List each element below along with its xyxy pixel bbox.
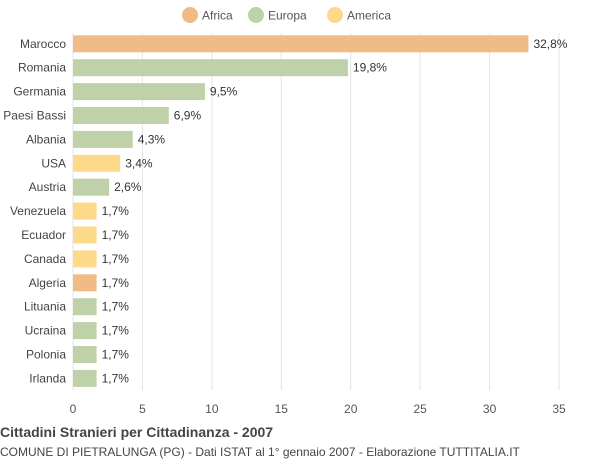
bar-algeria — [73, 274, 97, 292]
chart-title: Cittadini Stranieri per Cittadinanza - 2… — [0, 424, 274, 440]
x-tick-label: 35 — [552, 402, 566, 416]
bar-ecuador — [73, 226, 97, 244]
value-label-marocco: 32,8% — [533, 37, 567, 51]
x-tick-label: 0 — [70, 402, 77, 416]
value-label-germania: 9,5% — [210, 85, 238, 99]
category-label-venezuela: Venezuela — [10, 204, 66, 218]
value-label-usa: 3,4% — [125, 156, 153, 170]
bars — [73, 35, 529, 387]
x-tick-label: 25 — [413, 402, 427, 416]
value-label-lituania: 1,7% — [102, 300, 130, 314]
bar-germania — [73, 83, 205, 101]
value-label-canada: 1,7% — [102, 252, 130, 266]
category-label-ecuador: Ecuador — [21, 228, 66, 242]
value-label-polonia: 1,7% — [102, 348, 130, 362]
x-tick-label: 30 — [483, 402, 497, 416]
category-label-paesi-bassi: Paesi Bassi — [3, 109, 66, 123]
legend-label-africa: Africa — [202, 9, 233, 23]
category-label-canada: Canada — [24, 252, 66, 266]
value-label-ucraina: 1,7% — [102, 324, 130, 338]
x-axis-ticks: 0 5 10 15 20 25 30 35 — [70, 402, 566, 416]
value-label-austria: 2,6% — [114, 180, 142, 194]
value-label-albania: 4,3% — [138, 132, 166, 146]
x-tick-label: 10 — [205, 402, 219, 416]
x-tick-label: 20 — [344, 402, 358, 416]
bar-ucraina — [73, 322, 97, 340]
x-tick-label: 5 — [139, 402, 146, 416]
value-label-romania: 19,8% — [353, 61, 387, 75]
bar-marocco — [73, 35, 529, 53]
category-label-austria: Austria — [29, 180, 67, 194]
bar-venezuela — [73, 202, 97, 220]
bar-lituania — [73, 298, 97, 316]
legend-label-europa: Europa — [268, 9, 307, 23]
category-labels: Marocco Romania Germania Paesi Bassi Albania… — [3, 37, 66, 386]
value-label-algeria: 1,7% — [102, 276, 130, 290]
bar-paesi-bassi — [73, 107, 169, 124]
category-label-germania: Germania — [13, 85, 66, 99]
bar-polonia — [73, 346, 97, 363]
x-tick-label: 15 — [275, 402, 289, 416]
category-label-marocco: Marocco — [20, 37, 66, 51]
value-label-venezuela: 1,7% — [102, 204, 130, 218]
category-label-romania: Romania — [18, 61, 66, 75]
chart-subtitle: COMUNE DI PIETRALUNGA (PG) - Dati ISTAT … — [0, 445, 520, 459]
legend-swatch-america — [327, 7, 343, 23]
bar-austria — [73, 178, 110, 196]
value-label-ecuador: 1,7% — [102, 228, 130, 242]
bar-romania — [73, 59, 348, 77]
legend-label-america: America — [347, 9, 391, 23]
category-label-algeria: Algeria — [29, 276, 67, 290]
category-label-polonia: Polonia — [26, 348, 66, 362]
bar-albania — [73, 130, 133, 148]
legend: Africa Europa America — [182, 7, 391, 23]
value-label-paesi-bassi: 6,9% — [174, 109, 202, 123]
bar-irlanda — [73, 369, 97, 387]
value-label-irlanda: 1,7% — [102, 371, 130, 385]
legend-swatch-europa — [248, 7, 264, 23]
bar-usa — [73, 154, 121, 172]
category-label-lituania: Lituania — [24, 300, 66, 314]
category-label-ucraina: Ucraina — [25, 324, 67, 338]
value-labels: 32,8% 19,8% 9,5% 6,9% 4,3% 3,4% 2,6% 1,7% 1,7% 1,… — [102, 37, 568, 386]
category-label-usa: USA — [41, 156, 66, 170]
category-label-albania: Albania — [26, 132, 66, 146]
legend-swatch-africa — [182, 7, 198, 23]
category-label-irlanda: Irlanda — [29, 371, 66, 385]
bar-canada — [73, 250, 97, 268]
